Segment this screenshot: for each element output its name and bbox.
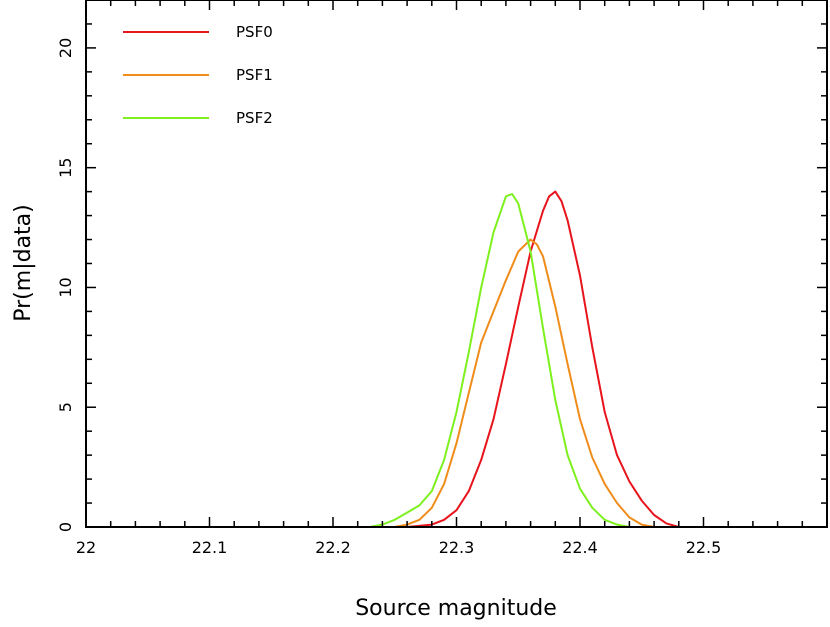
series-layer: [369, 190, 680, 528]
series-line-psf2: [369, 193, 631, 528]
y-tick-label: 15: [56, 158, 75, 178]
x-tick-label: 22.2: [315, 538, 351, 557]
legend-label-psf2: PSF2: [236, 109, 273, 127]
y-tick-label: 5: [56, 402, 75, 412]
x-tick-label: 22.5: [686, 538, 722, 557]
y-tick-label: 10: [56, 277, 75, 297]
x-tick-label: 22.4: [562, 538, 598, 557]
plot-frame: [85, 0, 828, 528]
legend-layer: PSF0 PSF1 PSF2: [123, 23, 273, 127]
series-line-psf0: [406, 190, 680, 528]
x-tick-label: 22: [76, 538, 96, 557]
x-tick-label: 22.1: [192, 538, 228, 557]
legend-label-psf1: PSF1: [236, 66, 273, 84]
series-line-psf1: [393, 238, 656, 528]
x-axis-title: Source magnitude: [355, 596, 557, 621]
y-tick-label: 0: [56, 522, 75, 532]
y-axis-title: Pr(m|data): [11, 204, 36, 322]
legend-label-psf0: PSF0: [236, 23, 273, 41]
y-tick-label: 20: [56, 38, 75, 58]
ticks-layer: 22 22.1 22.2 22.3 22.4 22.5 0 5 10 15 20: [56, 0, 828, 557]
x-tick-label: 22.3: [439, 538, 475, 557]
